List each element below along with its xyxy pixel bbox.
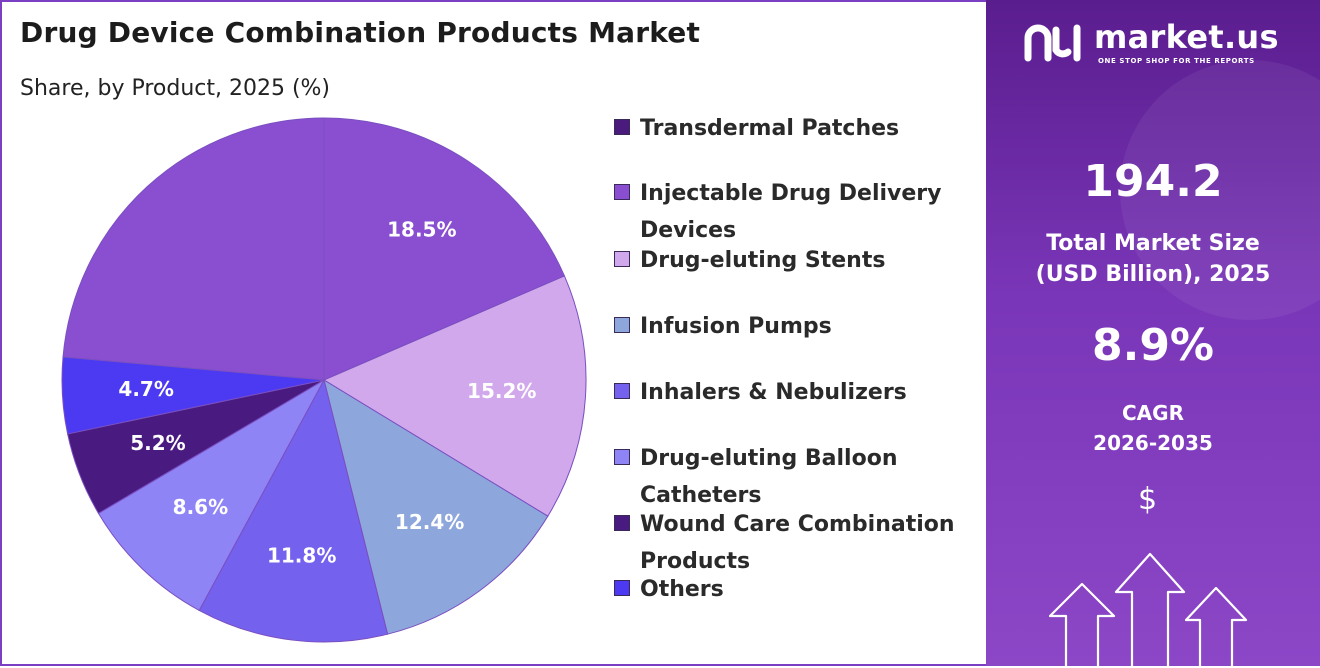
pie-slice-others <box>61 356 325 435</box>
legend-swatch <box>614 251 630 267</box>
legend-label: Drug-eluting Stents <box>640 242 980 279</box>
legend-label-line1: Others <box>640 577 724 602</box>
pie-slice-inhalers-nebulizers <box>198 378 389 643</box>
legend-swatch <box>614 580 630 596</box>
legend-label-line1: Wound Care Combination <box>640 512 955 537</box>
pie-slice-infusion-pumps <box>323 378 549 635</box>
legend-label: Drug-eluting Balloon Catheters <box>640 440 980 514</box>
legend-label-line1: Inhalers & Nebulizers <box>640 380 907 405</box>
legend-label-line1: Infusion Pumps <box>640 314 832 339</box>
pie-slice-drug-eluting-balloon-catheters <box>97 378 326 612</box>
pie-slice-drug-eluting-stents <box>322 275 587 517</box>
pie-slices <box>61 117 587 643</box>
legend-swatch <box>614 317 630 333</box>
legend-swatch <box>614 184 630 200</box>
brand: market.us ONE STOP SHOP FOR THE REPORTS <box>1022 18 1292 70</box>
pie-slice-transdermal-patches <box>62 117 325 381</box>
brand-tagline: ONE STOP SHOP FOR THE REPORTS <box>1098 57 1255 65</box>
pie-slice-label: 5.2% <box>130 431 185 455</box>
pie-slice-labels: 18.5% 15.2% 12.4% 11.8% 8.6% 5.2% 4.7% <box>118 218 536 568</box>
legend-label-line1: Drug-eluting Stents <box>640 248 886 273</box>
chart-title: Drug Device Combination Products Market <box>20 16 701 49</box>
chart-subtitle: Share, by Product, 2025 (%) <box>20 76 331 101</box>
legend-label: Inhalers & Nebulizers <box>640 374 980 411</box>
pie-slice-label: 11.8% <box>267 543 336 567</box>
legend-label: Others <box>640 571 980 608</box>
chart-panel: Drug Device Combination Products Market … <box>0 0 986 666</box>
growth-arrows-icon <box>1048 552 1248 666</box>
pie-slice-label: 12.4% <box>395 510 464 534</box>
cagr-label-line1: CAGR <box>1122 401 1184 425</box>
pie-slice-label: 8.6% <box>173 495 228 519</box>
market-size-value: 194.2 <box>1083 156 1223 207</box>
market-us-logo-icon <box>1024 24 1081 62</box>
legend-label-line2: Devices <box>640 218 737 243</box>
legend-label-line2: Products <box>640 549 751 574</box>
side-panel: market.us ONE STOP SHOP FOR THE REPORTS … <box>986 0 1320 666</box>
legend-label: Infusion Pumps <box>640 308 980 345</box>
legend-label-line2: Catheters <box>640 483 762 508</box>
legend-label-line1: Injectable Drug Delivery <box>640 181 942 206</box>
brand-name: market.us <box>1094 18 1279 56</box>
legend-swatch <box>614 383 630 399</box>
pie-slice-label: 15.2% <box>467 379 536 403</box>
cagr-value: 8.9% <box>1091 320 1215 371</box>
pie-slice-label: 4.7% <box>118 377 173 401</box>
pie-slice-label: 18.5% <box>387 218 456 242</box>
legend-swatch <box>614 515 630 531</box>
legend-label: Wound Care Combination Products <box>640 506 980 580</box>
pie-chart: 18.5% 15.2% 12.4% 11.8% 8.6% 5.2% 4.7% <box>61 117 587 643</box>
legend-label-line1: Transdermal Patches <box>640 116 900 141</box>
market-size-label-line1: Total Market Size <box>1046 231 1260 256</box>
legend-label-line1: Drug-eluting Balloon <box>640 446 898 471</box>
background-glow <box>1120 60 1320 320</box>
pie-slice-injectable-drug-delivery-devices <box>323 117 566 381</box>
market-size-label-line2: (USD Billion), 2025 <box>1035 262 1271 287</box>
legend-swatch <box>614 449 630 465</box>
cagr-label-line2: 2026-2035 <box>1093 431 1213 455</box>
legend-swatch <box>614 119 630 135</box>
legend-label: Transdermal Patches <box>640 110 980 147</box>
dollar-icon: $ <box>1138 482 1158 517</box>
legend-label: Injectable Drug Delivery Devices <box>640 175 980 249</box>
